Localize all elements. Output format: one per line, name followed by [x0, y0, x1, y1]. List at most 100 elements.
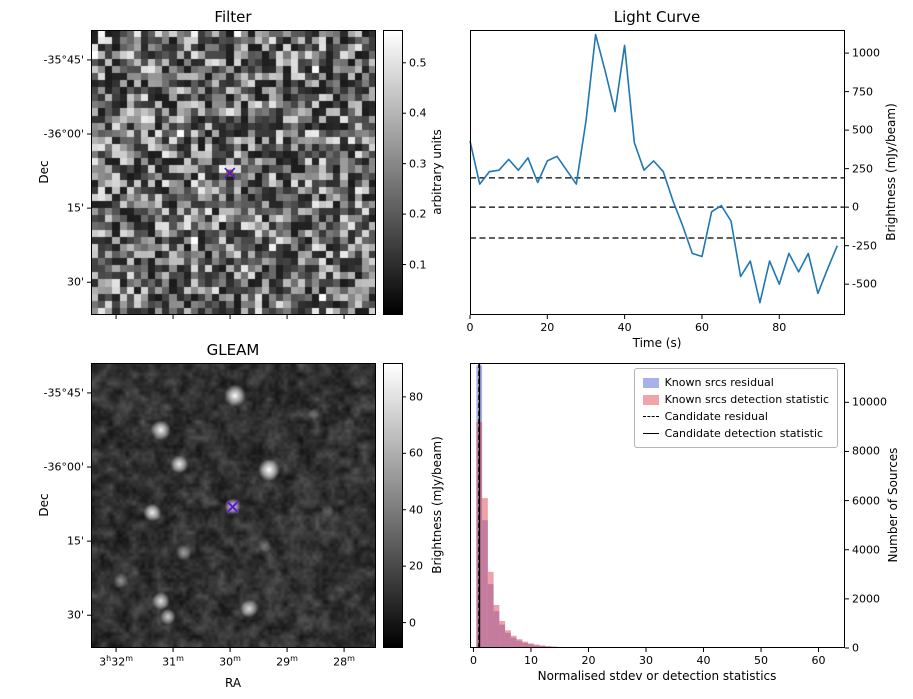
hist-bar	[579, 647, 586, 648]
light-curve-x-tick-label: 60	[694, 321, 709, 334]
hist-bar	[689, 647, 695, 648]
colorbar-tick-label: 20	[409, 559, 423, 573]
hist-bar	[591, 647, 598, 648]
dec-tick-label: -35°45'	[43, 386, 85, 400]
colorbar-tick-label: 0.3	[409, 157, 427, 171]
hist-bar	[499, 624, 506, 648]
light-curve-y-tick-label: -250	[852, 239, 877, 253]
hist-bar	[516, 639, 523, 648]
histogram-y-tick-label: 0	[852, 641, 859, 655]
legend-label: Known srcs detection statistic	[664, 392, 829, 406]
legend-patch	[642, 394, 659, 405]
legend-label: Known srcs residual	[664, 375, 774, 389]
hist-bar	[539, 646, 546, 648]
hist-bar	[608, 647, 615, 648]
dec-tick-label: -36°00'	[43, 460, 85, 474]
hist-bar	[487, 571, 494, 648]
hist-bar	[809, 647, 816, 648]
hist-bar	[602, 647, 609, 648]
gleam-xlabel: RA	[224, 676, 242, 690]
hist-bar	[637, 647, 644, 648]
hist-bar	[769, 647, 776, 648]
hist-bar	[614, 647, 621, 648]
hist-bar	[608, 647, 615, 648]
legend-item: Known srcs residual	[642, 374, 829, 391]
hist-bar	[631, 647, 638, 648]
dec-tick-label: 30'	[66, 608, 84, 622]
legend-item: Known srcs detection statistic	[642, 391, 829, 408]
light-curve-xlabel: Time (s)	[632, 336, 682, 350]
ra-tick-label: 30m	[219, 654, 241, 669]
hist-bar	[522, 642, 529, 648]
hist-bar	[568, 647, 575, 648]
hist-bar	[700, 647, 707, 648]
hist-bar	[763, 647, 770, 648]
hist-bar	[643, 647, 649, 648]
hist-bar	[551, 646, 557, 648]
hist-bar	[660, 647, 667, 648]
hist-bar	[631, 647, 638, 648]
colorbar-tick-label: 80	[409, 390, 423, 404]
hist-bar	[556, 647, 563, 648]
light-curve-x-tick-label: 80	[772, 321, 787, 334]
hist-bar	[654, 647, 661, 648]
hist-bar	[620, 647, 626, 648]
hist-bar	[505, 632, 511, 648]
dec-tick-label: -35°45'	[43, 53, 85, 67]
hist-bar	[482, 498, 488, 648]
legend-item: Candidate detection statistic	[642, 425, 829, 442]
gleam-colorbar	[383, 363, 403, 648]
filter-ylabel: Dec	[37, 160, 51, 184]
hist-bar	[781, 647, 787, 648]
filter-title: Filter	[214, 8, 252, 26]
light-curve-x-tick-label: 20	[540, 321, 555, 334]
hist-bar	[556, 646, 563, 648]
hist-bar	[758, 647, 764, 648]
hist-bar	[533, 644, 540, 648]
hist-bar	[568, 647, 575, 648]
hist-bar	[677, 647, 684, 648]
hist-bar	[717, 647, 724, 648]
light-curve-y-tick-label: -500	[852, 277, 877, 291]
light-curve-y-tick-label: 250	[852, 162, 873, 176]
hist-bar	[677, 647, 684, 648]
hist-bar	[643, 647, 649, 648]
gleam-title: GLEAM	[206, 341, 260, 359]
legend-dashed-line	[642, 416, 659, 417]
colorbar-tick-label: 0.2	[409, 207, 427, 221]
hist-bar	[666, 647, 672, 648]
hist-bar	[476, 365, 483, 648]
hist-bar	[746, 647, 753, 648]
colorbar-tick-label: 0.5	[409, 56, 427, 70]
hist-bar	[660, 647, 667, 648]
hist-bar	[723, 647, 730, 648]
light-curve-x-tick-label: 0	[466, 321, 474, 334]
hist-bar	[614, 647, 621, 648]
hist-bar	[694, 647, 701, 648]
hist-bar	[706, 647, 713, 648]
hist-bar	[539, 645, 546, 648]
legend-label: Candidate detection statistic	[664, 426, 824, 440]
hist-bar	[723, 647, 730, 648]
hist-bar	[493, 605, 500, 648]
histogram-legend: Known srcs residual Known srcs detection …	[633, 368, 838, 448]
ra-tick-label: 3h32m	[99, 654, 134, 669]
hist-bar	[528, 644, 534, 648]
dec-tick-label: 30'	[66, 275, 84, 289]
hist-bar	[597, 647, 603, 648]
light-curve-y-tick-label: 1000	[852, 46, 880, 60]
hist-bar	[786, 647, 793, 648]
histogram-xlabel: Normalised stdev or detection statistics	[537, 669, 777, 683]
legend-label: Candidate residual	[664, 409, 768, 423]
light-curve-line	[469, 33, 839, 304]
hist-bar	[654, 647, 661, 648]
histogram-y-tick-label: 8000	[852, 444, 880, 458]
histogram-x-tick-label: 20	[581, 654, 596, 667]
hist-bar	[637, 647, 644, 648]
hist-bar	[648, 647, 655, 648]
light-curve-y-tick-label: 750	[852, 85, 873, 99]
hist-bar	[487, 584, 494, 648]
hist-bar	[562, 647, 569, 648]
hist-bar	[712, 647, 718, 648]
